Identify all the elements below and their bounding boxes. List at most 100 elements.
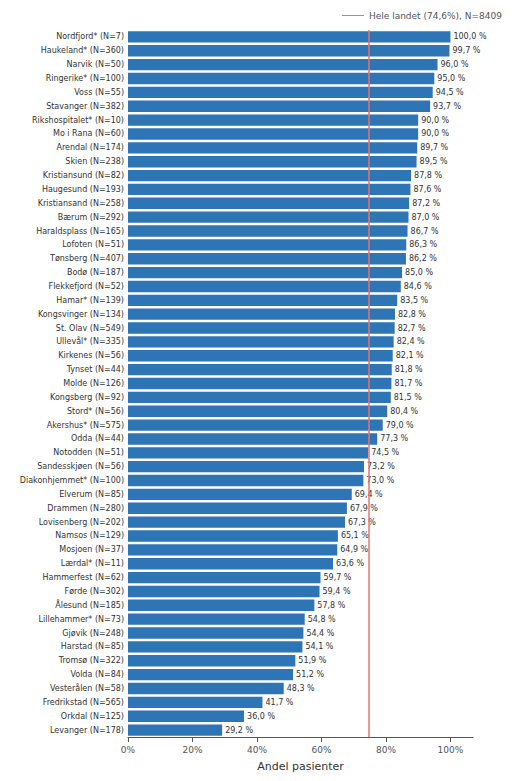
svg-text:Lofoten (N=51): Lofoten (N=51) [62, 240, 124, 249]
svg-text:60%: 60% [311, 745, 331, 755]
svg-text:73,0 %: 73,0 % [366, 476, 394, 485]
svg-text:Orkdal (N=125): Orkdal (N=125) [61, 712, 124, 721]
svg-text:100%: 100% [438, 745, 464, 755]
svg-text:0%: 0% [121, 745, 136, 755]
svg-text:59,7 %: 59,7 % [323, 573, 351, 582]
svg-text:74,5 %: 74,5 % [371, 448, 399, 457]
svg-text:Haugesund (N=193): Haugesund (N=193) [42, 185, 124, 194]
svg-text:73,2 %: 73,2 % [367, 462, 395, 471]
svg-text:90,0 %: 90,0 % [421, 129, 449, 138]
svg-text:83,5 %: 83,5 % [400, 296, 428, 305]
svg-text:64,9 %: 64,9 % [340, 545, 368, 554]
svg-text:Elverum (N=85): Elverum (N=85) [59, 490, 124, 499]
svg-text:Stord* (N=56): Stord* (N=56) [67, 407, 124, 416]
svg-text:82,8 %: 82,8 % [398, 310, 426, 319]
svg-text:Haukeland* (N=360): Haukeland* (N=360) [41, 46, 124, 55]
svg-text:85,0 %: 85,0 % [405, 268, 433, 277]
svg-text:94,5 %: 94,5 % [436, 88, 464, 97]
svg-text:Vesterålen (N=58): Vesterålen (N=58) [50, 683, 124, 693]
svg-text:95,0 %: 95,0 % [437, 74, 465, 83]
svg-text:Tønsberg (N=407): Tønsberg (N=407) [49, 254, 124, 263]
svg-text:Lillehammer* (N=73): Lillehammer* (N=73) [39, 615, 124, 624]
svg-text:87,0 %: 87,0 % [412, 213, 440, 222]
svg-text:82,7 %: 82,7 % [398, 324, 426, 333]
svg-text:Haraldsplass (N=165): Haraldsplass (N=165) [36, 227, 124, 236]
svg-text:86,2 %: 86,2 % [409, 254, 437, 263]
svg-text:79,0 %: 79,0 % [386, 421, 414, 430]
svg-text:86,7 %: 86,7 % [411, 227, 439, 236]
svg-text:Mosjoen (N=37): Mosjoen (N=37) [59, 545, 124, 554]
svg-text:48,3 %: 48,3 % [287, 684, 315, 693]
svg-text:81,5 %: 81,5 % [394, 393, 422, 402]
svg-text:Notodden (N=51): Notodden (N=51) [53, 448, 124, 457]
svg-text:Mo i Rana (N=60): Mo i Rana (N=60) [53, 129, 124, 138]
svg-text:100,0 %: 100,0 % [453, 32, 486, 41]
svg-text:Sandesskjøen (N=56): Sandesskjøen (N=56) [37, 462, 124, 471]
svg-text:Akershus* (N=575): Akershus* (N=575) [47, 421, 124, 430]
svg-text:Lovisenberg (N=202): Lovisenberg (N=202) [39, 518, 124, 527]
svg-text:82,1 %: 82,1 % [396, 351, 424, 360]
svg-text:Narvik (N=50): Narvik (N=50) [67, 60, 124, 69]
svg-text:36,0 %: 36,0 % [247, 712, 275, 721]
svg-text:Tromsø (N=322): Tromsø (N=322) [58, 656, 124, 665]
svg-text:Voss (N=55): Voss (N=55) [74, 88, 124, 97]
svg-text:Ringerike* (N=100): Ringerike* (N=100) [46, 74, 124, 83]
svg-text:Kongsvinger (N=134): Kongsvinger (N=134) [38, 310, 124, 319]
svg-text:St. Olav (N=549): St. Olav (N=549) [56, 324, 124, 333]
svg-text:Bodø (N=187): Bodø (N=187) [67, 268, 124, 277]
svg-text:67,9 %: 67,9 % [350, 504, 378, 513]
svg-text:Lærdal* (N=11): Lærdal* (N=11) [61, 559, 124, 568]
svg-text:Hamar* (N=139): Hamar* (N=139) [56, 296, 124, 305]
svg-text:81,8 %: 81,8 % [395, 365, 423, 374]
svg-text:Kristiansund (N=82): Kristiansund (N=82) [43, 171, 124, 180]
svg-text:54,4 %: 54,4 % [306, 629, 334, 638]
svg-text:90,0 %: 90,0 % [421, 116, 449, 125]
svg-text:Andel pasienter: Andel pasienter [257, 760, 344, 773]
svg-text:65,1 %: 65,1 % [341, 531, 369, 540]
svg-text:87,6 %: 87,6 % [413, 185, 441, 194]
svg-text:87,2 %: 87,2 % [412, 199, 440, 208]
svg-text:Namsos (N=129): Namsos (N=129) [55, 531, 124, 540]
svg-text:Kirkenes (N=56): Kirkenes (N=56) [58, 351, 124, 360]
svg-text:99,7 %: 99,7 % [452, 46, 480, 55]
svg-text:82,4 %: 82,4 % [397, 337, 425, 346]
svg-text:87,8 %: 87,8 % [414, 171, 442, 180]
svg-text:Flekkefjord (N=52): Flekkefjord (N=52) [49, 282, 124, 291]
svg-text:Arendal (N=174): Arendal (N=174) [56, 143, 124, 152]
svg-text:63,6 %: 63,6 % [336, 559, 364, 568]
svg-text:Hammerfest (N=62): Hammerfest (N=62) [43, 573, 124, 582]
svg-text:29,2 %: 29,2 % [225, 726, 253, 735]
svg-text:77,3 %: 77,3 % [380, 434, 408, 443]
svg-text:81,7 %: 81,7 % [394, 379, 422, 388]
svg-text:59,4 %: 59,4 % [323, 587, 351, 596]
svg-text:Ålesund (N=185): Ålesund (N=185) [55, 599, 124, 610]
svg-text:Fredrikstad (N=565): Fredrikstad (N=565) [43, 698, 124, 707]
svg-text:Kongsberg (N=92): Kongsberg (N=92) [50, 393, 124, 402]
svg-text:Levanger (N=178): Levanger (N=178) [50, 726, 124, 735]
svg-text:40%: 40% [247, 745, 267, 755]
svg-text:Ullevål* (N=335): Ullevål* (N=335) [56, 336, 124, 346]
svg-text:Rikshospitalet* (N=10): Rikshospitalet* (N=10) [32, 116, 124, 125]
svg-text:Drammen (N=280): Drammen (N=280) [47, 504, 124, 513]
svg-text:86,3 %: 86,3 % [409, 240, 437, 249]
svg-text:Tynset (N=44): Tynset (N=44) [66, 365, 124, 374]
svg-text:Førde (N=302): Førde (N=302) [65, 587, 124, 596]
svg-text:41,7 %: 41,7 % [265, 698, 293, 707]
svg-text:96,0 %: 96,0 % [441, 60, 469, 69]
svg-text:80,4 %: 80,4 % [390, 407, 418, 416]
svg-text:57,8 %: 57,8 % [317, 601, 345, 610]
svg-text:89,7 %: 89,7 % [420, 143, 448, 152]
svg-text:20%: 20% [182, 745, 202, 755]
svg-text:Diakonhjemmet* (N=100): Diakonhjemmet* (N=100) [20, 476, 124, 485]
svg-text:54,1 %: 54,1 % [305, 642, 333, 651]
svg-text:80%: 80% [376, 745, 396, 755]
svg-text:93,7 %: 93,7 % [433, 102, 461, 111]
svg-text:67,3 %: 67,3 % [348, 518, 376, 527]
svg-text:Harstad (N=85): Harstad (N=85) [61, 642, 124, 651]
svg-text:Skien (N=238): Skien (N=238) [65, 157, 124, 166]
svg-text:84,6 %: 84,6 % [404, 282, 432, 291]
svg-text:Bærum (N=292): Bærum (N=292) [58, 213, 124, 222]
svg-text:51,9 %: 51,9 % [298, 656, 326, 665]
svg-text:Molde (N=126): Molde (N=126) [63, 379, 124, 388]
svg-text:Odda (N=44): Odda (N=44) [71, 434, 124, 443]
